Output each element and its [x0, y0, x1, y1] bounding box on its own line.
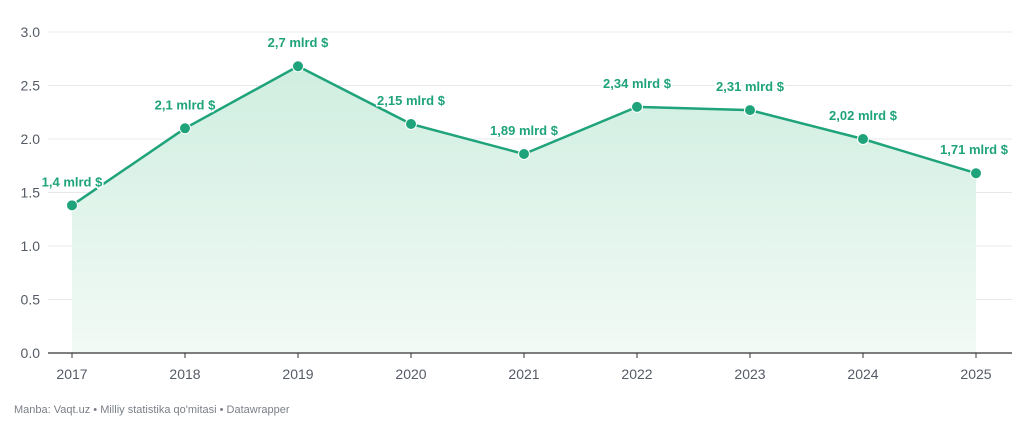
x-tick-label: 2025 — [960, 366, 991, 382]
y-tick-label: 1.0 — [21, 238, 41, 254]
data-label: 1,4 mlrd $ — [42, 174, 103, 189]
x-tick-label: 2024 — [847, 366, 878, 382]
data-label: 2,7 mlrd $ — [268, 35, 329, 50]
y-tick-label: 0.0 — [21, 345, 41, 361]
data-point — [179, 122, 191, 135]
data-point — [744, 104, 756, 117]
x-tick-label: 2020 — [395, 366, 426, 382]
source-footer: Manba: Vaqt.uz • Milliy statistika qo'mi… — [14, 404, 290, 416]
data-point — [857, 133, 869, 145]
x-tick-label: 2021 — [508, 366, 539, 382]
data-points — [66, 60, 982, 212]
y-tick-label: 3.0 — [21, 24, 41, 40]
y-tick-label: 2.0 — [21, 131, 41, 147]
data-label: 1,71 mlrd $ — [940, 142, 1009, 157]
data-point — [631, 100, 643, 113]
area-fill — [72, 66, 976, 354]
data-point — [970, 167, 982, 180]
y-tick-label: 0.5 — [21, 292, 41, 308]
data-label: 2,1 mlrd $ — [155, 97, 216, 112]
data-label: 2,15 mlrd $ — [377, 93, 446, 108]
y-tick-label: 2.5 — [21, 78, 41, 94]
data-point — [518, 147, 530, 160]
x-tick-label: 2023 — [734, 366, 765, 382]
data-label: 2,02 mlrd $ — [829, 108, 898, 123]
data-label: 2,34 mlrd $ — [603, 76, 672, 91]
area-fill-path — [72, 66, 976, 354]
data-label: 1,89 mlrd $ — [490, 123, 559, 138]
x-tick-label: 2018 — [169, 366, 200, 382]
data-label: 2,31 mlrd $ — [716, 79, 785, 94]
x-tick-label: 2017 — [56, 366, 87, 382]
y-tick-label: 1.5 — [21, 185, 41, 201]
data-point — [405, 118, 417, 131]
data-point — [292, 60, 304, 73]
data-labels: 1,4 mlrd $ 2,1 mlrd $ 2,7 mlrd $ 2,15 mlrd … — [40, 34, 1010, 191]
data-point — [66, 199, 78, 212]
x-tick-label: 2022 — [621, 366, 652, 382]
x-tick-label: 2019 — [282, 366, 313, 382]
axes: 0.0 0.5 1.0 1.5 2.0 2.5 3.0 2017 2018 2019 2020 202… — [21, 24, 1012, 382]
